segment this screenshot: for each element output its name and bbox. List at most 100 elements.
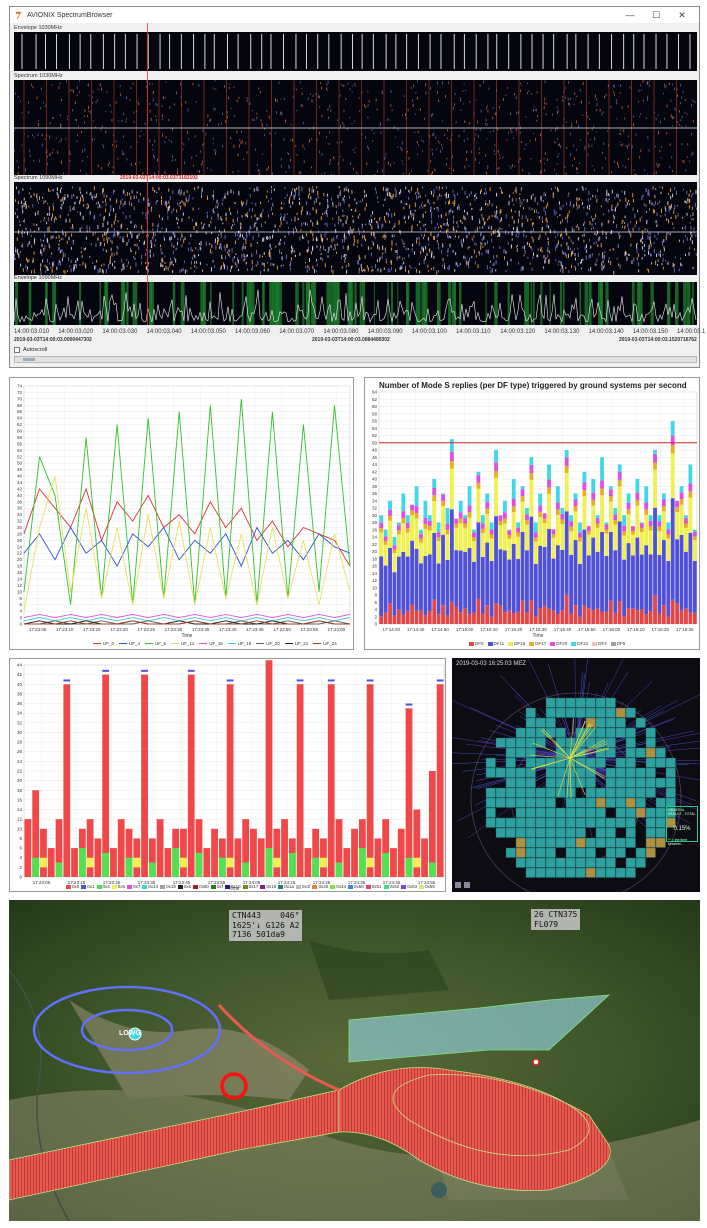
spectrum-dot <box>255 203 256 206</box>
spectrum-dot <box>480 84 481 87</box>
spectrum-dot <box>467 138 468 140</box>
legend-swatch <box>508 642 513 646</box>
spectrum-dot <box>546 103 547 105</box>
minimize-button[interactable]: — <box>619 9 641 21</box>
coverage-cell <box>556 708 566 718</box>
spectrum-dot <box>540 133 541 136</box>
spectrum-dot <box>219 246 220 249</box>
coverage-cell <box>536 718 546 728</box>
time-cursor[interactable] <box>147 23 148 325</box>
spectrum-dot <box>87 156 88 158</box>
spectrum-dot <box>218 234 219 236</box>
spectrum-dot <box>74 206 75 210</box>
spectrum-dot <box>632 260 633 264</box>
spectrum-dot <box>547 159 548 161</box>
spectrum-dot <box>481 243 482 246</box>
spectrum-dot <box>494 211 495 214</box>
spectrum-dot <box>562 219 563 223</box>
aircraft-callout-ctn443[interactable]: CTN443 046° 1625'↓ G126 A2 7136 501da9 <box>229 910 302 941</box>
spectrum-dot <box>103 270 104 274</box>
bar-segment-DF17 <box>468 512 472 518</box>
spectrum-dot <box>174 103 175 105</box>
track-envelope-1030[interactable] <box>14 32 697 71</box>
bar-segment-DF16 <box>441 506 445 535</box>
spectrum-dot <box>327 223 328 227</box>
bar-segment-0x0 <box>367 684 374 877</box>
spectrum-dot <box>654 210 655 213</box>
track-spectrum-1090[interactable] <box>14 182 697 275</box>
spectrum-dot <box>102 144 103 145</box>
coverage-cell <box>496 828 506 838</box>
y-tick-label: 38 <box>372 484 378 489</box>
legend-label: UF_24 <box>323 641 337 646</box>
spectrum-dot <box>322 213 323 215</box>
spectrum-dot <box>162 257 163 261</box>
spectrum-dot <box>431 214 432 217</box>
spectrum-dot <box>117 246 118 250</box>
spectrum-dot <box>80 264 81 266</box>
x-tick-label: 17:23:25 <box>137 627 155 632</box>
spectrum-dot <box>178 190 179 194</box>
spectrum-dot <box>610 232 611 234</box>
track-envelope-1090[interactable] <box>14 282 697 325</box>
x-tick-label: 17:15:20 <box>505 627 523 632</box>
coverage-cell <box>546 778 556 788</box>
track-spectrum-1030[interactable] <box>14 80 697 175</box>
spectrum-dot <box>191 156 192 159</box>
spectrum-dot <box>207 167 208 169</box>
spectrum-dot <box>583 82 584 85</box>
bar-segment-DF20 <box>454 519 458 524</box>
spectrum-dot <box>316 237 317 241</box>
scrollbar-thumb[interactable] <box>23 358 35 361</box>
bar-segment-DF20 <box>423 518 427 524</box>
spectrum-dot <box>261 213 262 217</box>
close-button[interactable]: ✕ <box>671 9 693 21</box>
aircraft-callout-ctn375[interactable]: 26 CTN375 FL079 <box>531 909 580 930</box>
bar-segment-DF21 <box>472 530 476 533</box>
checkbox-box[interactable] <box>14 347 20 353</box>
spectrum-dot <box>445 194 446 196</box>
map-control-icon <box>464 882 470 888</box>
bar-segment-DF16 <box>494 478 498 516</box>
spectrum-dot <box>312 222 313 226</box>
spectrum-dot <box>366 194 367 197</box>
bar-segment-DF17 <box>476 483 480 489</box>
coverage-cell <box>526 788 536 798</box>
spectrum-dot <box>307 250 308 253</box>
spectrum-dot <box>257 227 258 231</box>
spectrum-dot <box>207 114 208 117</box>
spectrum-dot <box>408 190 409 192</box>
spectrum-dot <box>492 203 493 206</box>
spectrum-dot <box>255 214 256 217</box>
3d-flight-track-view[interactable]: CTN443 046° 1625'↓ G126 A2 7136 501da9 2… <box>9 900 700 1221</box>
autoscroll-checkbox[interactable]: Autoscroll <box>14 347 47 353</box>
maximize-button[interactable]: ☐ <box>645 9 667 21</box>
horizontal-scrollbar[interactable] <box>14 356 697 363</box>
legend-label: DF16 <box>514 641 525 646</box>
spectrum-dot <box>123 263 124 265</box>
spectrum-dot <box>227 191 228 195</box>
spectrum-dot <box>538 237 539 239</box>
spectrum-dot <box>57 151 58 154</box>
spectrum-dot <box>246 234 247 238</box>
spectrum-dot <box>401 200 402 203</box>
spectrum-dot <box>323 246 324 250</box>
spectrum-dot <box>344 233 345 236</box>
spectrum-dot <box>365 239 366 241</box>
spectrum-dot <box>495 113 496 114</box>
spectrum-dot <box>151 247 152 249</box>
spectrum-dot <box>344 125 345 128</box>
spectrum-dot <box>283 217 284 221</box>
spectrum-dot <box>545 233 546 235</box>
legend-label: DF5 <box>617 641 626 646</box>
spectrum-dot <box>441 144 442 146</box>
spectrum-dot <box>108 237 109 239</box>
spectrum-dot <box>494 144 495 146</box>
spectrum-dot <box>88 110 89 112</box>
spectrum-dot <box>572 122 573 124</box>
bar-segment-DF0 <box>627 608 631 624</box>
spectrum-dot <box>683 91 684 93</box>
spectrum-dot <box>487 168 488 169</box>
bar-segment-DF0 <box>605 612 609 624</box>
coverage-map[interactable]: 2019-03-03 16:25:03 MEZ GENERAL RESULT -… <box>452 658 700 892</box>
